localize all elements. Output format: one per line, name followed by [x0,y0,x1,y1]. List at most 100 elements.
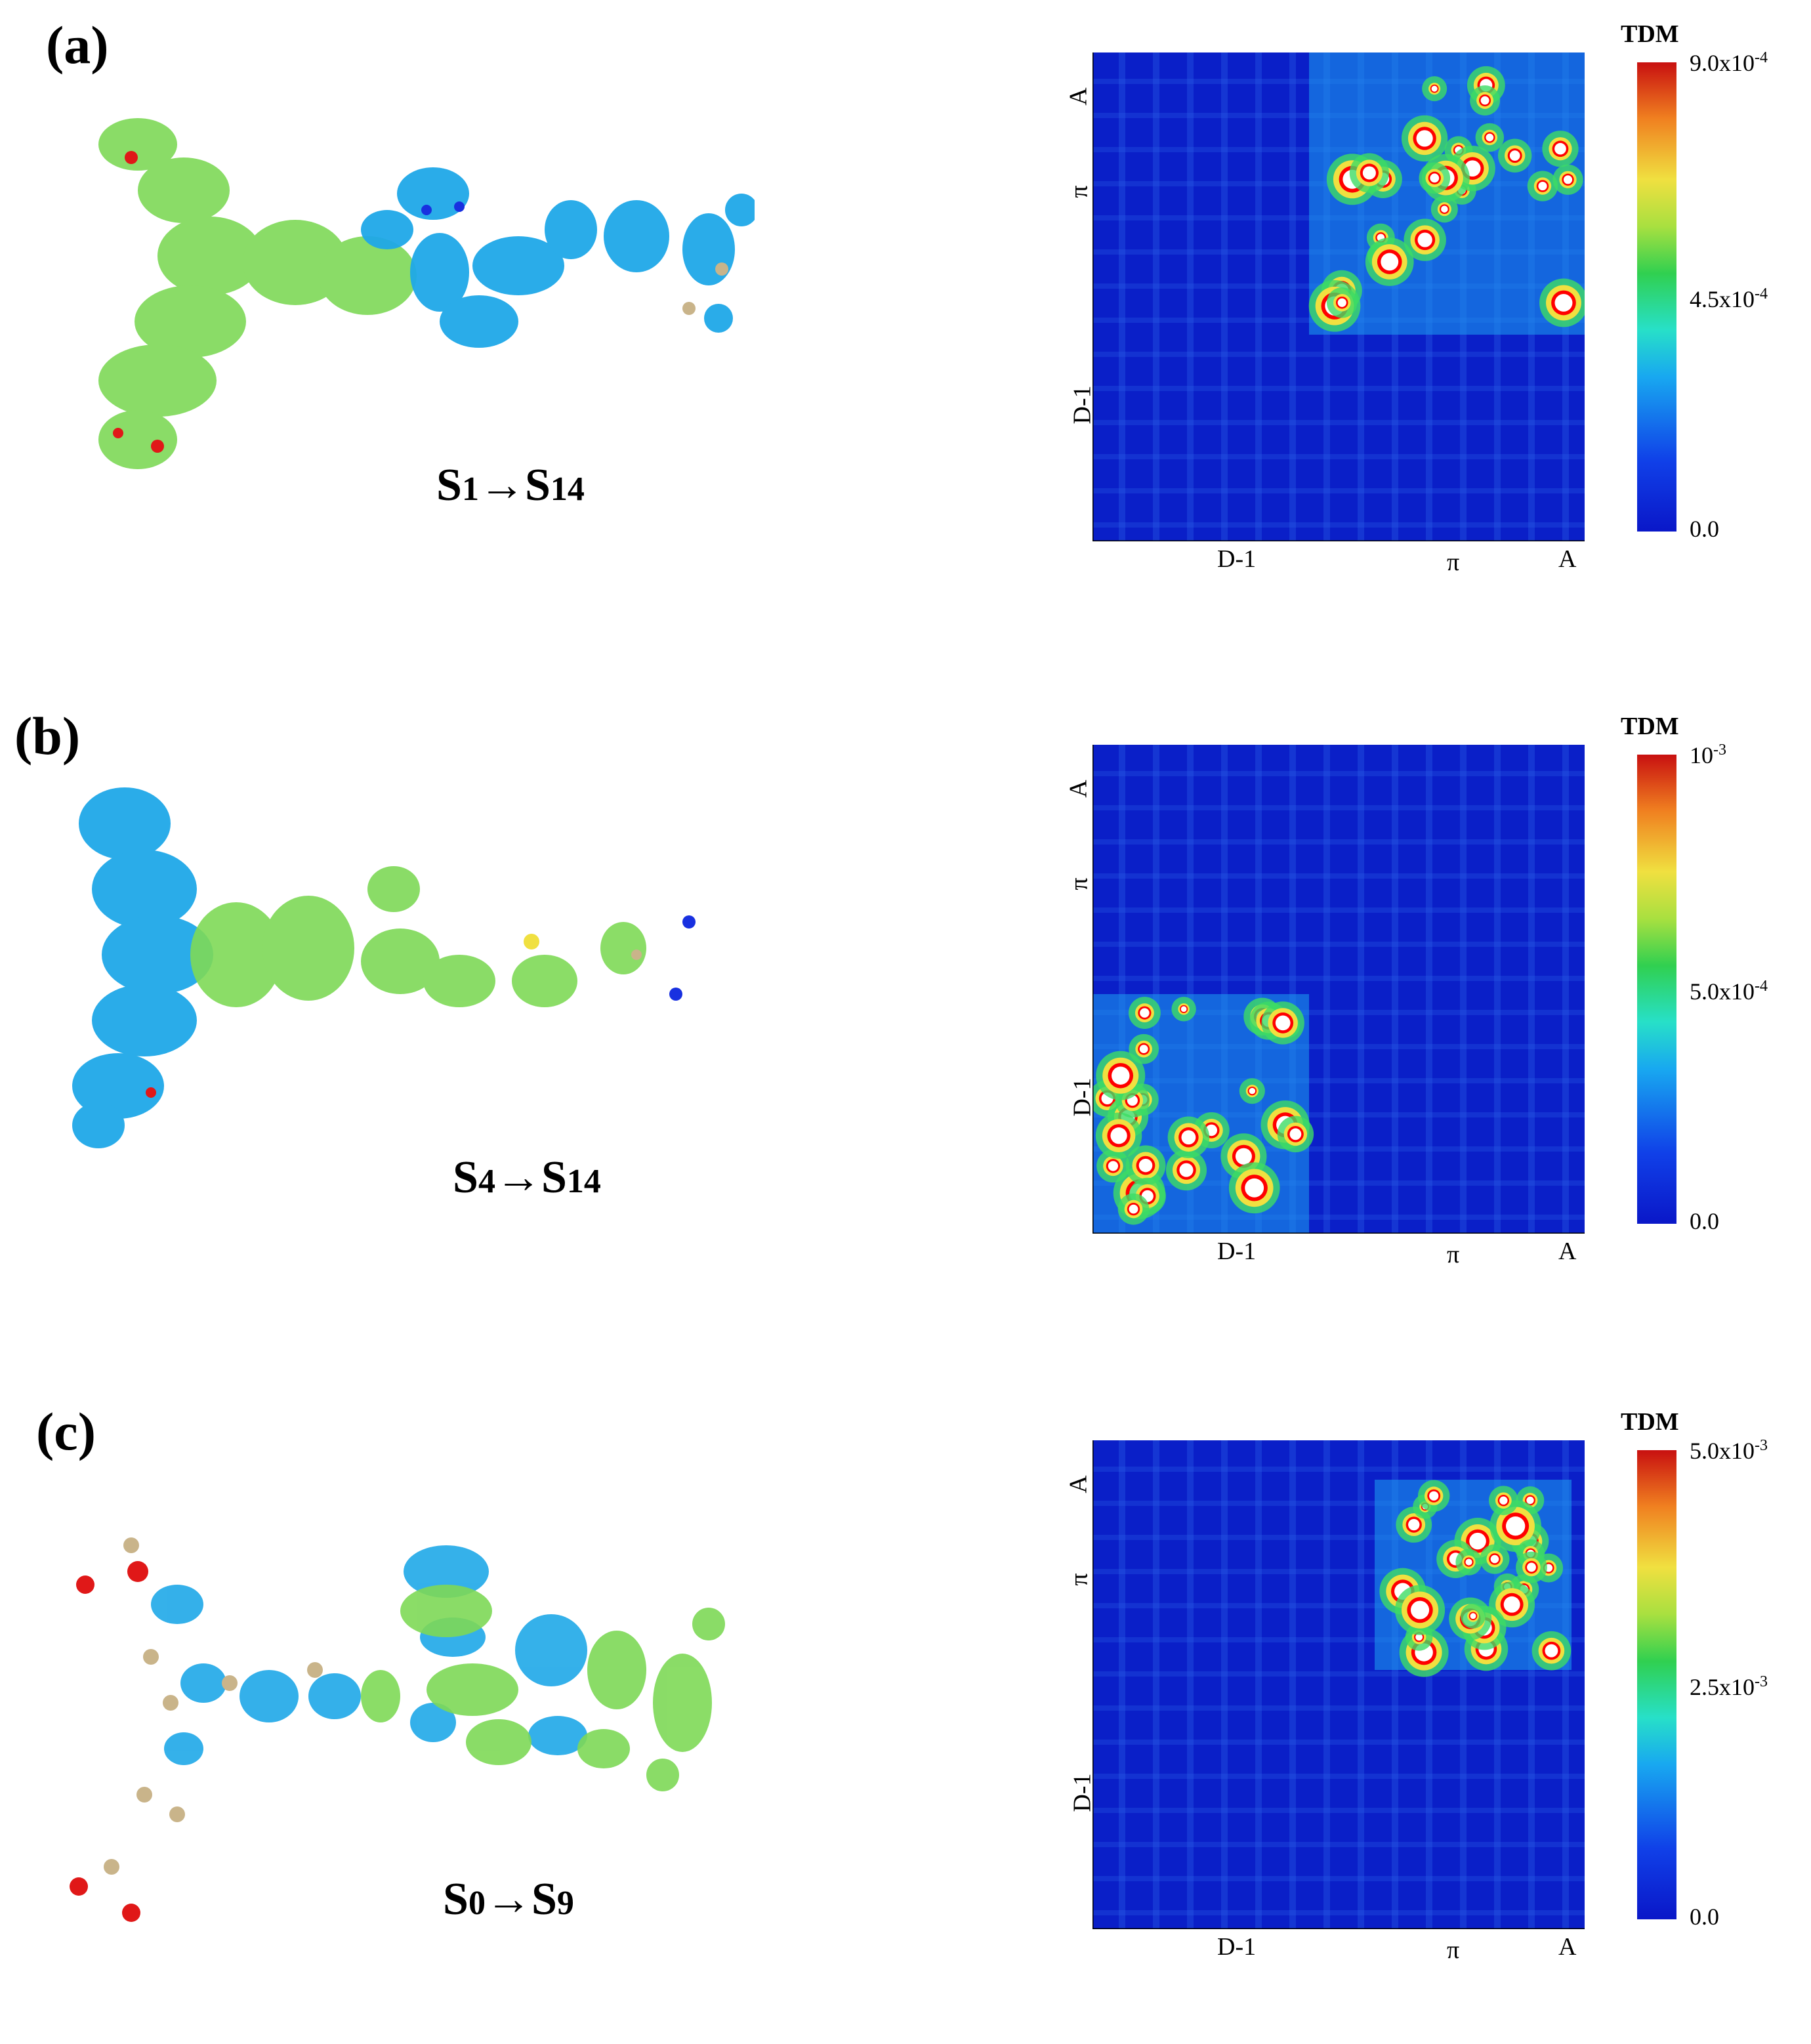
heatmap-streak [1093,386,1585,391]
heatmap-streak [1528,745,1535,1234]
heatmap-streak [1093,907,1585,913]
panel-label: (c) [36,1402,96,1461]
x-axis-label-acceptor: A [1558,545,1577,573]
heatmap-spot-peak [1129,1204,1138,1214]
heatmap-streak [1093,1569,1585,1574]
atoms [146,915,696,1098]
heatmap-streak [1093,1774,1585,1779]
heatmap-spot-peak [1417,232,1432,247]
x-axis-label-acceptor: A [1558,1933,1577,1961]
heatmap-streak [1460,745,1467,1234]
heatmap-spot-peak [1503,1596,1520,1613]
heatmap-streak [1093,1876,1585,1881]
y-axis-label-acceptor: A [1064,87,1093,106]
heatmap-streak [1093,1603,1585,1608]
heatmap-streak [1093,771,1585,776]
transition-label: S1→S14 [436,460,585,511]
heatmap-streak [1093,1910,1585,1915]
heatmap-streak [1093,839,1585,845]
colorbar-title: TDM [1621,20,1679,48]
heatmap-streak [1093,1146,1585,1152]
heatmap-streak [1494,745,1501,1234]
x-axis-label-acceptor: A [1558,1238,1577,1265]
heatmap-streak [1528,1440,1535,1929]
heatmap-streak [1093,873,1585,879]
molecule-orbital-image [98,118,755,469]
heatmap-spot-peak [1139,1045,1148,1054]
colorbar [1637,1450,1676,1919]
heatmap-spot-peak [1480,96,1489,105]
heatmap-spot-peak [1527,1562,1536,1572]
heatmap-spot-peak [1179,1163,1194,1177]
panel-c: (c) [0,1388,1811,2044]
heatmap-spot-peak [1563,175,1573,184]
heatmap-spot-peak [1465,1558,1472,1566]
heatmap-streak [1093,1044,1585,1049]
heatmap-streak [1323,1440,1330,1929]
heatmap-streak [1221,1440,1228,1929]
heatmap-streak [1494,1440,1501,1929]
donor-lobes [98,118,417,469]
heatmap-spot-peak [1490,1554,1499,1564]
x-axis-label-pi: π [1447,1241,1460,1268]
heatmap-spot-peak [1441,205,1448,213]
heatmap-streak [1187,1440,1194,1929]
heatmap-spot-peak [1509,150,1520,161]
heatmap-streak [1119,52,1125,541]
heatmap-streak [1153,52,1159,541]
colorbar [1637,755,1676,1224]
x-axis-label-donor: D-1 [1217,1238,1257,1265]
heatmap-streak [1255,1440,1262,1929]
panel-label: (a) [46,15,109,75]
molecule-orbital-image [72,787,696,1148]
colorbar-max-label: 5.0x10-3 [1690,1437,1768,1464]
heatmap-spot-peak [1362,166,1376,180]
atoms [113,151,728,453]
colorbar-min-label: 0.0 [1690,1904,1719,1930]
heatmap-spot-peak [1415,1633,1423,1641]
acceptor-lobes [361,167,755,348]
heatmap-streak [1255,745,1262,1234]
heatmap-spot-peak [1108,1161,1119,1171]
colorbar-title: TDM [1621,713,1679,740]
y-axis-label-donor: D-1 [1068,1773,1096,1812]
heatmap-spot-peak [1411,1600,1430,1619]
heatmap-streak [1093,805,1585,810]
panel-a: (a) [0,0,1811,656]
x-axis-label-pi: π [1447,549,1460,576]
heatmap-streak [1093,1671,1585,1677]
heatmap-spot-peak [1469,1532,1486,1550]
heatmap-spot-peak [1416,130,1433,147]
heatmap-streak [1153,1440,1159,1929]
heatmap-streak [1093,488,1585,493]
bridge-lobes [190,866,646,1007]
heatmap-streak [1221,52,1228,541]
acceptor-lobes [361,1585,725,1791]
heatmap-streak [1093,1180,1585,1186]
colorbar-title: TDM [1621,1408,1679,1436]
tdm-heatmap [1093,1440,1585,1929]
y-axis-label-donor: D-1 [1068,385,1096,425]
heatmap-streak [1093,1535,1585,1540]
panel-label: (b) [14,706,81,766]
heatmap-spot-peak [1486,133,1494,142]
heatmap-spot-peak [1289,1128,1302,1140]
heatmap-streak [1289,745,1296,1234]
heatmap-spot-peak [1545,1644,1558,1658]
heatmap-spot-peak [1110,1127,1127,1144]
heatmap-spot-peak [1429,1491,1439,1501]
heatmap-streak [1093,420,1585,425]
heatmap-spot-peak [1470,1613,1476,1619]
heatmap-streak [1093,1808,1585,1813]
heatmap-spot-peak [1381,253,1399,271]
heatmap-streak [1358,1440,1364,1929]
heatmap-streak [1093,454,1585,459]
y-axis-label-acceptor: A [1064,1475,1093,1493]
heatmap-spot-peak [1538,181,1547,191]
heatmap-streak [1093,1112,1585,1117]
heatmap-spot-peak [1505,1516,1526,1536]
heatmap-streak [1460,1440,1467,1929]
heatmap-streak [1289,52,1296,541]
heatmap-streak [1093,1637,1585,1642]
heatmap-spot-peak [1526,1496,1534,1505]
